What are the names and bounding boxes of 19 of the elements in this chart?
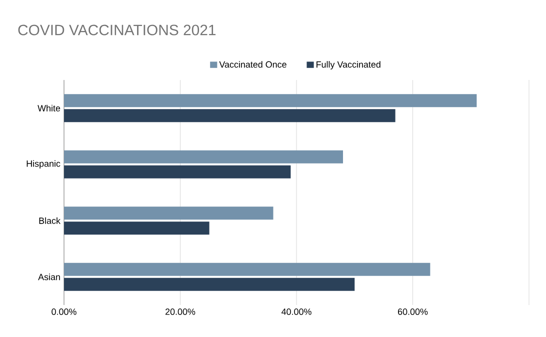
bar bbox=[64, 165, 291, 178]
legend-label: Vaccinated Once bbox=[219, 61, 286, 68]
bar bbox=[64, 222, 210, 235]
chart-title: COVID VACCINATIONS 2021 bbox=[18, 24, 216, 36]
bar bbox=[64, 150, 344, 164]
x-tick-label: 40.00% bbox=[282, 308, 312, 315]
y-tick-label: White bbox=[38, 104, 60, 112]
y-tick-label: Hispanic bbox=[26, 160, 60, 169]
x-tick-label: 0.00% bbox=[52, 308, 76, 315]
bar bbox=[64, 109, 396, 122]
bar bbox=[64, 278, 355, 291]
bar bbox=[64, 262, 430, 276]
x-tick-label: 20.00% bbox=[166, 308, 196, 315]
y-tick-label: Black bbox=[39, 217, 60, 224]
legend-label: Fully Vaccinated bbox=[316, 61, 380, 70]
bar bbox=[64, 94, 477, 108]
y-tick-label: Asian bbox=[38, 274, 60, 280]
x-tick-label: 60.00% bbox=[398, 308, 428, 315]
bar bbox=[64, 206, 274, 220]
